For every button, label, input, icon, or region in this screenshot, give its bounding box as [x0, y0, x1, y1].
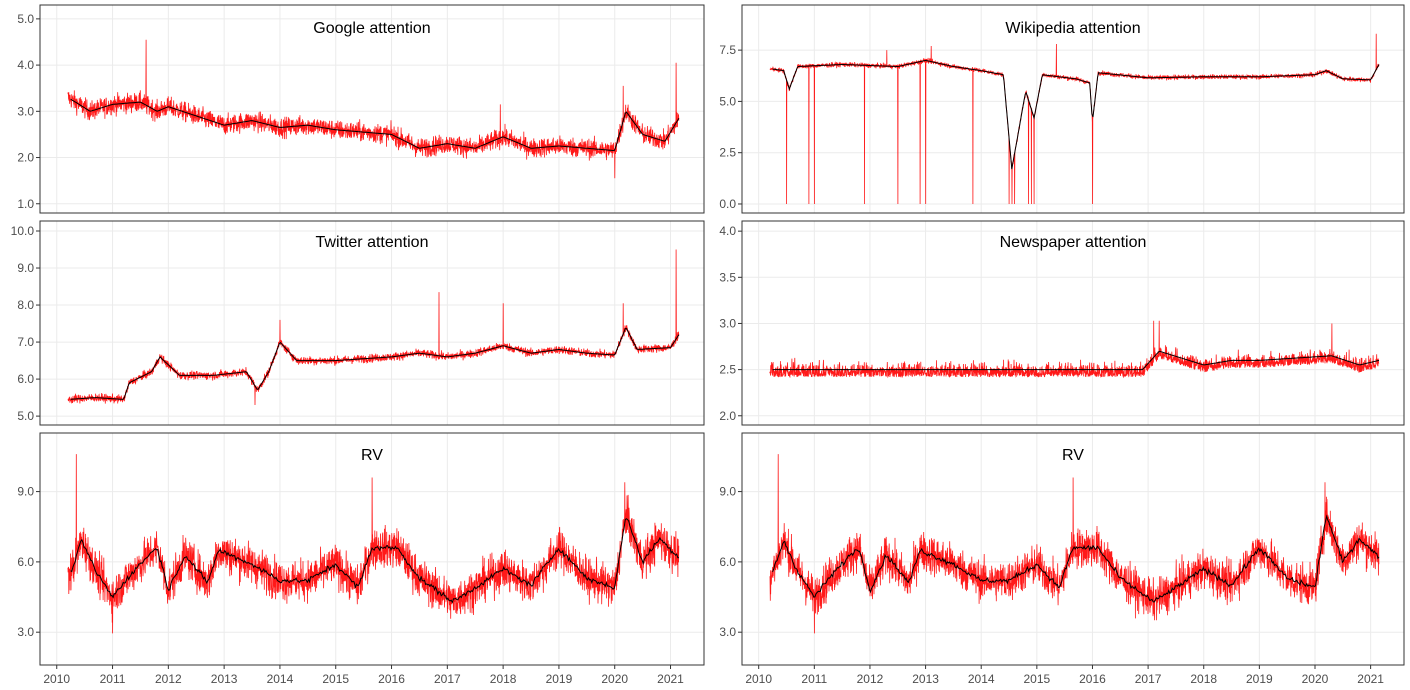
- y-tick-label: 5.0: [17, 409, 34, 423]
- panel-title: Wikipedia attention: [1005, 20, 1140, 37]
- x-tick-label: 2017: [1135, 672, 1162, 686]
- panel-title: Newspaper attention: [1000, 234, 1147, 251]
- x-tick-label: 2014: [267, 672, 294, 686]
- y-tick-label: 8.0: [17, 298, 34, 312]
- y-tick-label: 6.0: [719, 555, 736, 569]
- x-tick-label: 2011: [100, 672, 126, 686]
- y-tick-label: 1.0: [17, 197, 34, 211]
- x-tick-label: 2020: [601, 672, 628, 686]
- x-tick-label: 2015: [322, 672, 349, 686]
- y-tick-label: 7.5: [719, 43, 736, 57]
- panel-2: 5.0 6.0 7.0 8.0 9.0 10.0 Twitter attention: [11, 220, 705, 426]
- y-tick-label: 9.0: [719, 485, 736, 499]
- y-tick-label: 6.0: [17, 372, 34, 386]
- x-tick-label: 2013: [912, 672, 939, 686]
- panel-title: RV: [1062, 447, 1084, 464]
- smoothed-series-line: [70, 518, 679, 604]
- raw-series-line: [67, 39, 680, 179]
- raw-series-line: [67, 454, 680, 634]
- panel-1: 0.0 2.5 5.0 7.5 Wikipedia attention: [719, 4, 1405, 214]
- x-tick-label: 2012: [155, 672, 182, 686]
- y-tick-label: 2.0: [719, 409, 736, 423]
- y-tick-label: 2.5: [719, 363, 736, 377]
- x-tick-label: 2014: [968, 672, 995, 686]
- x-tick-label: 2021: [1357, 672, 1384, 686]
- y-tick-label: 9.0: [17, 261, 34, 275]
- y-tick-label: 4.0: [719, 224, 736, 238]
- y-tick-label: 5.0: [719, 94, 736, 108]
- smoothed-series-line: [70, 327, 680, 400]
- smoothed-series-line: [70, 98, 680, 152]
- x-tick-label: 2013: [211, 672, 238, 686]
- y-tick-label: 9.0: [17, 485, 34, 499]
- smoothed-series-line: [772, 60, 1380, 170]
- raw-series-line: [769, 320, 1380, 379]
- panel-background: [40, 221, 704, 425]
- x-tick-label: 2018: [1190, 672, 1217, 686]
- y-tick-label: 5.0: [17, 12, 34, 26]
- y-tick-label: 3.5: [719, 270, 736, 284]
- x-tick-label: 2019: [1246, 672, 1273, 686]
- panel-title: Google attention: [313, 20, 430, 37]
- panel-5: 3.0 6.0 9.0 RV 2010 2011 2012 2013 2014 2015 2016 2…: [719, 432, 1405, 686]
- panel-frame: [39, 432, 705, 666]
- panel-3: 2.0 2.5 3.0 3.5 4.0 Newspaper attention: [719, 220, 1405, 426]
- x-tick-label: 2017: [434, 672, 461, 686]
- panel-frame: [741, 220, 1405, 426]
- panel-frame: [39, 220, 705, 426]
- x-tick-label: 2011: [801, 672, 827, 686]
- x-tick-label: 2016: [378, 672, 405, 686]
- y-tick-label: 0.0: [719, 197, 736, 211]
- x-tick-label: 2021: [657, 672, 684, 686]
- y-tick-label: 4.0: [17, 58, 34, 72]
- y-tick-label: 3.0: [719, 625, 736, 639]
- y-tick-label: 3.0: [17, 625, 34, 639]
- panel-4: 3.0 6.0 9.0 RV 2010 2011 2012 2013 2014 2015 2016 2…: [17, 432, 705, 686]
- panel-title: RV: [361, 447, 383, 464]
- x-tick-label: 2016: [1079, 672, 1106, 686]
- panel-title: Twitter attention: [316, 234, 429, 251]
- x-tick-label: 2012: [857, 672, 884, 686]
- y-tick-label: 2.5: [719, 146, 736, 160]
- y-tick-label: 10.0: [11, 224, 35, 238]
- y-tick-label: 2.0: [17, 151, 34, 165]
- panel-frame: [741, 432, 1405, 666]
- y-tick-label: 3.0: [17, 104, 34, 118]
- x-tick-label: 2010: [745, 672, 772, 686]
- y-tick-label: 6.0: [17, 555, 34, 569]
- y-tick-label: 7.0: [17, 335, 34, 349]
- x-tick-label: 2019: [546, 672, 573, 686]
- panel-frame: [741, 4, 1405, 214]
- smoothed-series-line: [772, 350, 1380, 371]
- smoothed-series-line: [772, 514, 1380, 603]
- y-tick-label: 3.0: [719, 316, 736, 330]
- panel-frame: [39, 4, 705, 214]
- x-tick-label: 2015: [1023, 672, 1050, 686]
- raw-series-line: [67, 249, 680, 406]
- panel-background: [742, 5, 1404, 213]
- x-tick-label: 2020: [1302, 672, 1329, 686]
- panel-0: 1.0 2.0 3.0 4.0 5.0 Google attention: [17, 4, 705, 214]
- x-tick-label: 2018: [490, 672, 517, 686]
- x-tick-label: 2010: [43, 672, 70, 686]
